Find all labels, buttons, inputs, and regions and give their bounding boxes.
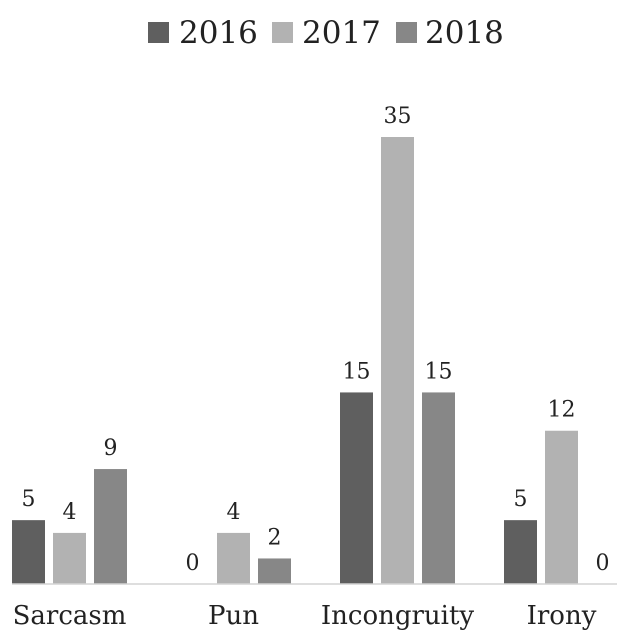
category-labels: Sarcasm Pun Incongruity Irony — [13, 601, 597, 631]
bar-incongruity-2016 — [340, 392, 373, 584]
bar-incongruity-2017 — [381, 137, 414, 584]
bar-pun-2018 — [258, 558, 291, 584]
value-label-incongruity-2017: 35 — [384, 104, 412, 129]
category-label-pun: Pun — [208, 601, 259, 630]
value-label-pun-2017: 4 — [227, 500, 241, 525]
value-label-incongruity-2016: 15 — [343, 359, 371, 384]
bar-irony-2017 — [545, 430, 578, 584]
legend-swatch-2016 — [148, 22, 169, 43]
bar-sarcasm-2018 — [94, 469, 127, 584]
bar-incongruity-2018 — [422, 392, 455, 584]
category-label-irony: Irony — [527, 601, 597, 630]
bar-sarcasm-2017 — [53, 532, 86, 584]
legend-swatch-2018 — [396, 22, 417, 43]
legend: 2016 2017 2018 — [148, 15, 504, 51]
value-label-irony-2017: 12 — [548, 398, 576, 423]
value-label-pun-2018: 2 — [268, 525, 282, 550]
bar-irony-2016 — [504, 520, 537, 584]
value-label-pun-2016: 0 — [186, 551, 200, 576]
value-labels: 5 4 9 0 4 2 15 35 15 5 12 0 — [22, 104, 610, 576]
category-label-incongruity: Incongruity — [321, 601, 475, 630]
value-label-sarcasm-2017: 4 — [63, 500, 77, 525]
value-label-incongruity-2018: 15 — [425, 359, 453, 384]
legend-label-2017: 2017 — [302, 15, 381, 51]
value-label-sarcasm-2018: 9 — [104, 436, 118, 461]
bar-sarcasm-2016 — [12, 520, 45, 584]
legend-label-2018: 2018 — [425, 15, 504, 51]
value-label-sarcasm-2016: 5 — [22, 487, 36, 512]
legend-label-2016: 2016 — [179, 15, 258, 51]
bars — [12, 137, 578, 584]
value-label-irony-2016: 5 — [514, 487, 528, 512]
value-label-irony-2018: 0 — [596, 551, 610, 576]
legend-swatch-2017 — [272, 22, 293, 43]
bar-pun-2017 — [217, 532, 250, 584]
category-label-sarcasm: Sarcasm — [13, 601, 127, 630]
